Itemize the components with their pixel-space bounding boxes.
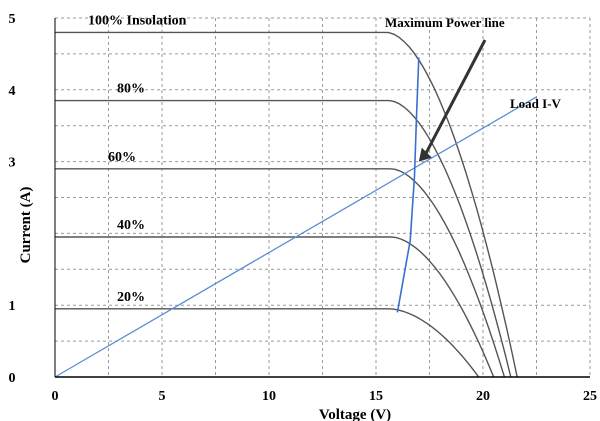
annotation-arrow-head bbox=[418, 147, 432, 162]
curve-label-2: 60% bbox=[108, 150, 136, 165]
iv-curve-2 bbox=[55, 168, 506, 378]
iv-curve-0 bbox=[55, 31, 518, 378]
x-tick-label: 15 bbox=[369, 389, 383, 404]
x-tick-label: 10 bbox=[262, 389, 276, 404]
iv-curve-4 bbox=[55, 308, 480, 378]
iv-curve-3 bbox=[55, 236, 495, 378]
annotation-max-power: Maximum Power line bbox=[385, 15, 505, 30]
labels: 100% Insolation 80% 60% 40% 20% 0 5 10 15 20 25 0 1 3… bbox=[9, 12, 598, 421]
curve-label-3: 40% bbox=[117, 218, 145, 233]
annotation-arrow-shaft bbox=[423, 39, 487, 157]
y-tick-label: 1 bbox=[9, 299, 16, 314]
iv-curve-1 bbox=[55, 99, 512, 378]
y-tick-label: 4 bbox=[9, 84, 16, 99]
max-power-line bbox=[396, 57, 420, 313]
curve-label-0: 100% Insolation bbox=[88, 13, 187, 28]
axes bbox=[54, 18, 590, 378]
load-line bbox=[54, 96, 537, 378]
overlay-lines bbox=[54, 39, 537, 378]
y-tick-label: 3 bbox=[9, 156, 16, 171]
x-tick-label: 25 bbox=[583, 389, 597, 404]
x-axis-title: Voltage (V) bbox=[319, 407, 391, 421]
curve-label-4: 20% bbox=[117, 290, 145, 305]
y-tick-label: 5 bbox=[9, 12, 16, 27]
annotation-load-iv: Load I-V bbox=[510, 96, 562, 111]
x-tick-label: 20 bbox=[476, 389, 490, 404]
y-axis-title: Current (A) bbox=[18, 187, 34, 264]
x-tick-label: 0 bbox=[52, 389, 59, 404]
y-tick-label: 0 bbox=[9, 371, 16, 386]
curve-label-1: 80% bbox=[117, 82, 145, 97]
grid bbox=[54, 17, 591, 377]
iv-curves bbox=[55, 31, 518, 378]
x-tick-label: 5 bbox=[159, 389, 166, 404]
